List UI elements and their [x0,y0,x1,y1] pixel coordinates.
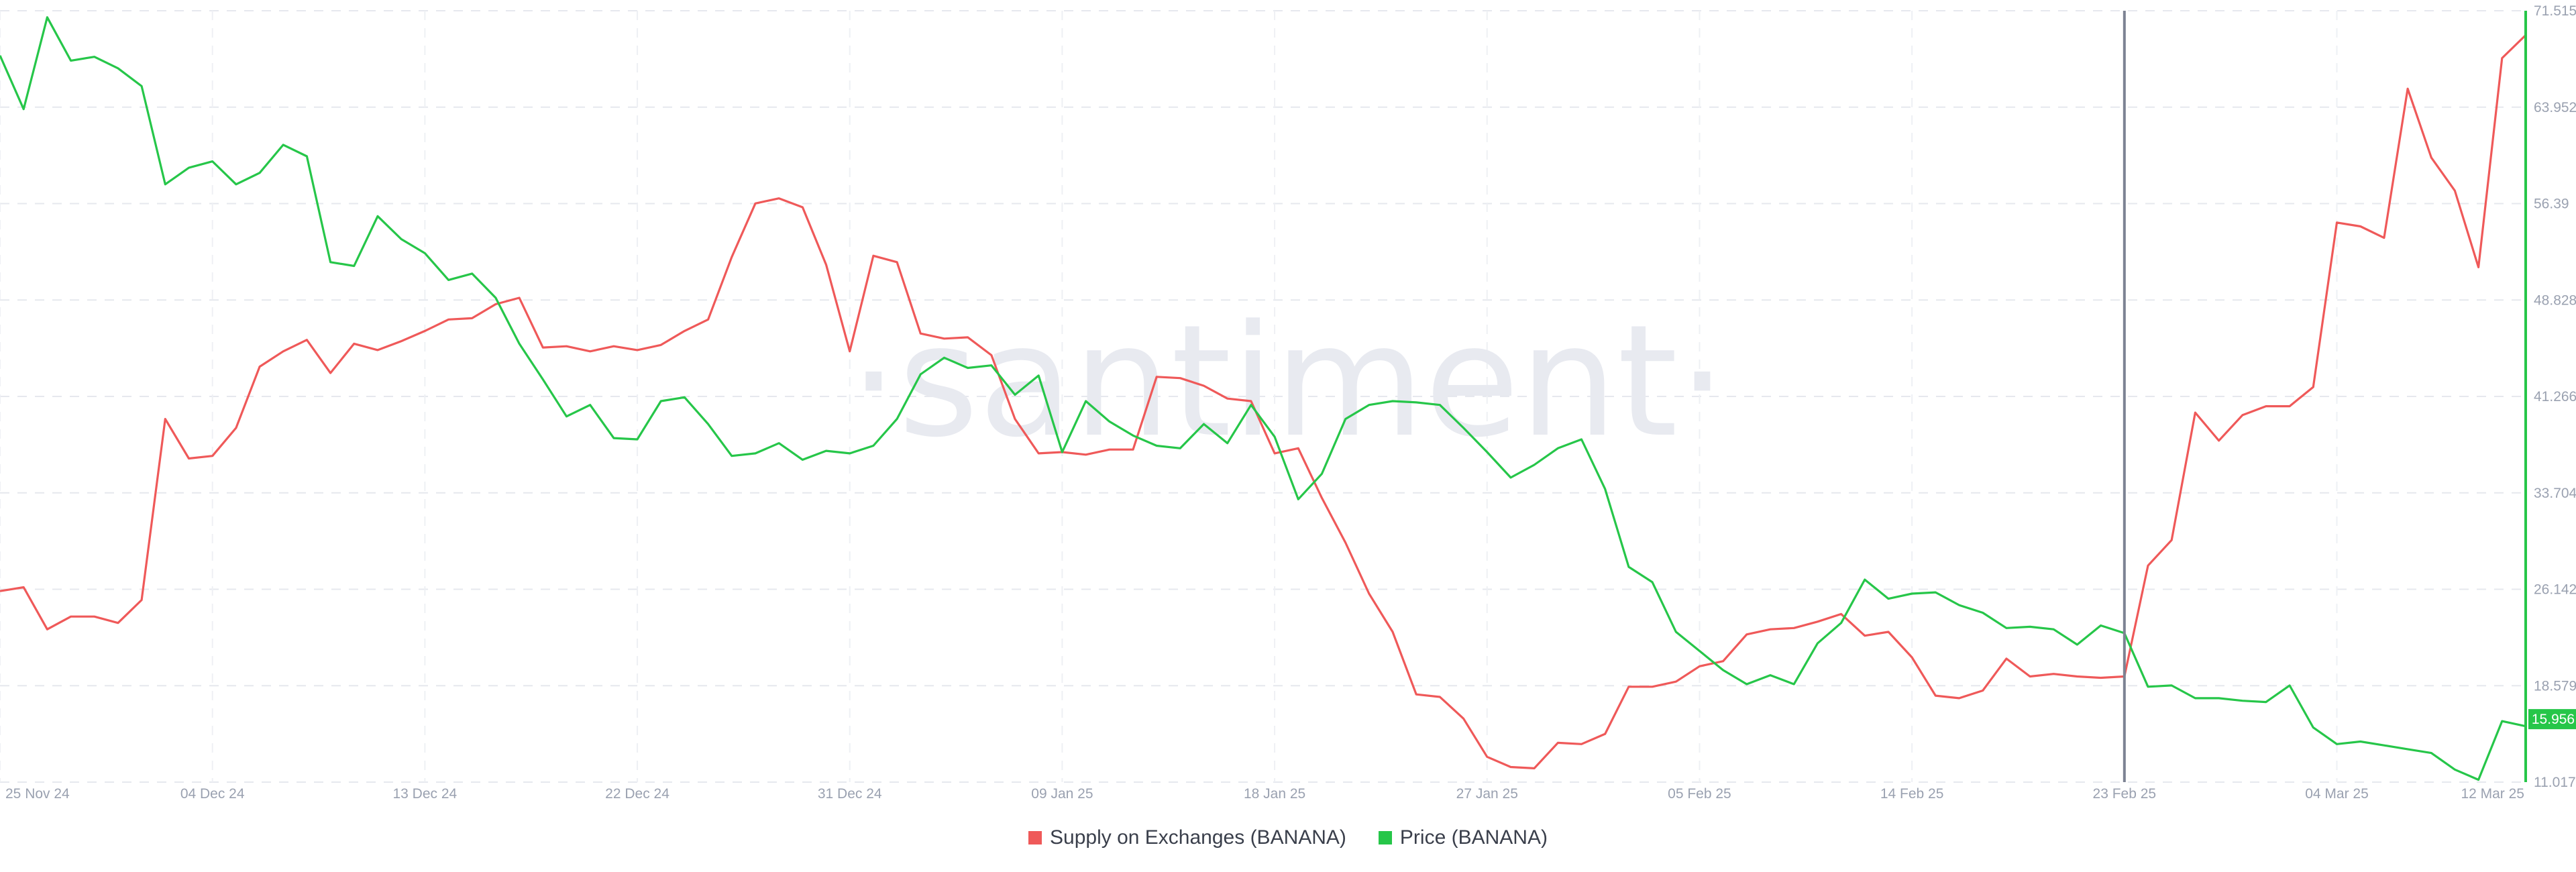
legend-label-supply: Supply on Exchanges (BANANA) [1050,826,1346,849]
x-tick-label: 09 Jan 25 [1031,786,1093,802]
y-tick-label: 56.39 [2534,197,2569,212]
legend-item-price[interactable]: Price (BANANA) [1378,826,1548,849]
legend-swatch-price [1378,831,1392,844]
x-tick-label: 31 Dec 24 [818,786,882,802]
legend: Supply on Exchanges (BANANA) Price (BANA… [0,826,2576,849]
x-tick-label: 14 Feb 25 [1880,786,1944,802]
y-tick-label: 71.515 [2534,3,2576,19]
y-tick-label: 11.017 [2534,775,2576,790]
y-tick-label: 63.952 [2534,100,2576,115]
x-tick-label: 18 Jan 25 [1244,786,1305,802]
x-tick-label: 04 Mar 25 [2305,786,2369,802]
x-tick-label: 12 Mar 25 [2461,786,2524,802]
right-axis-ticks: 71.515 63.952 56.39 48.828 41.266 33.704 26.14… [2534,3,2576,790]
x-tick-label: 22 Dec 24 [605,786,669,802]
series-layer [0,16,2527,781]
y-tick-label: 26.142 [2534,582,2576,598]
series-line-supply [0,34,2527,770]
current-price-tag-label: 15.956 [2532,712,2575,727]
series-line-price [0,16,2526,781]
x-tick-label: 13 Dec 24 [392,786,457,802]
x-tick-label: 27 Jan 25 [1456,786,1518,802]
legend-item-supply[interactable]: Supply on Exchanges (BANANA) [1028,826,1346,849]
y-tick-label: 41.266 [2534,389,2576,404]
y-tick-label: 18.579 [2534,678,2576,694]
x-axis-ticks: 25 Nov 24 04 Dec 24 13 Dec 24 22 Dec 24 31 D… [5,786,2524,802]
x-tick-label: 04 Dec 24 [180,786,245,802]
legend-swatch-supply [1028,831,1042,844]
current-price-tag: 15.956 [2528,709,2576,730]
x-tick-label: 25 Nov 24 [5,786,70,802]
y-tick-label: 33.704 [2534,486,2576,501]
x-tick-label: 23 Feb 25 [2093,786,2157,802]
x-tick-label: 05 Feb 25 [1668,786,1731,802]
legend-label-price: Price (BANANA) [1399,826,1548,849]
y-tick-label: 48.828 [2534,292,2576,308]
current-price-tag-bg [2528,709,2576,730]
santiment-watermark: ·santiment· [849,292,1727,472]
